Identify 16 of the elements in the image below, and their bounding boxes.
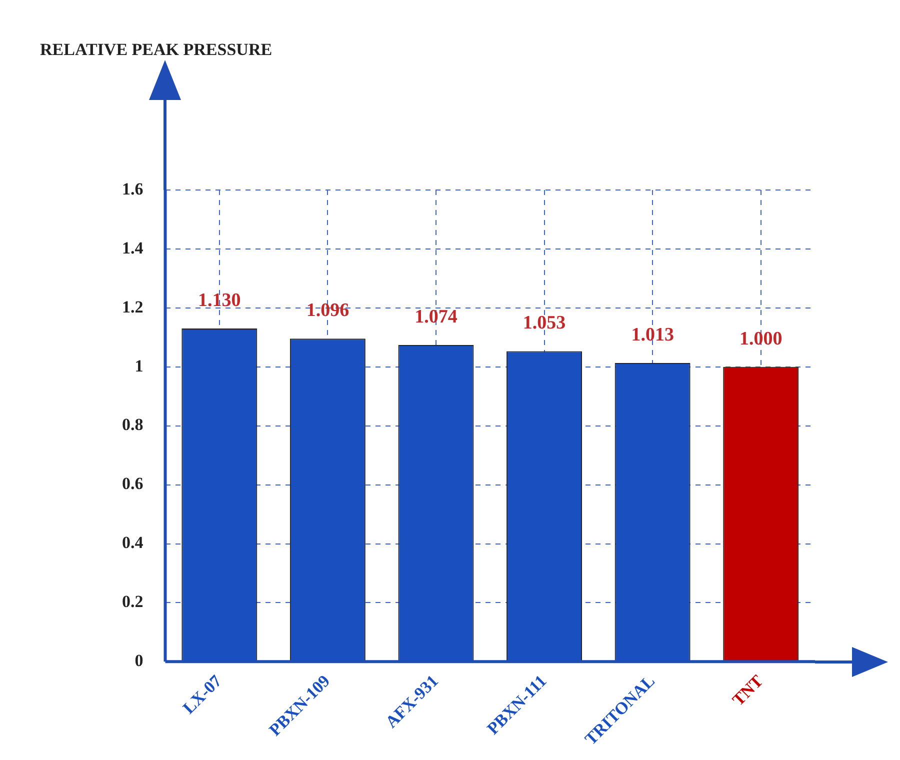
data-label: 1.074 (414, 306, 458, 328)
data-label: 1.013 (631, 324, 674, 346)
text: RELATIVE PEAK PRESSURE (40, 40, 272, 60)
y-tick-label: 1 (134, 356, 144, 376)
data-label: 1.130 (198, 290, 241, 311)
y-tick-label: 0.4 (122, 533, 144, 552)
y-tick-label: 0.2 (122, 592, 144, 612)
data-label: 1.000 (739, 328, 782, 350)
y-tick-label: 0 (134, 651, 144, 670)
data-label: 1.053 (522, 312, 566, 334)
y-tick-label: 0.6 (122, 474, 144, 494)
y-tick-label: 1.4 (122, 238, 144, 258)
y-tick-label: 1.6 (122, 179, 144, 198)
y-tick-label: 1.2 (122, 297, 144, 316)
y-tick-label: 0.8 (122, 415, 144, 434)
data-label: 1.096 (306, 300, 350, 321)
